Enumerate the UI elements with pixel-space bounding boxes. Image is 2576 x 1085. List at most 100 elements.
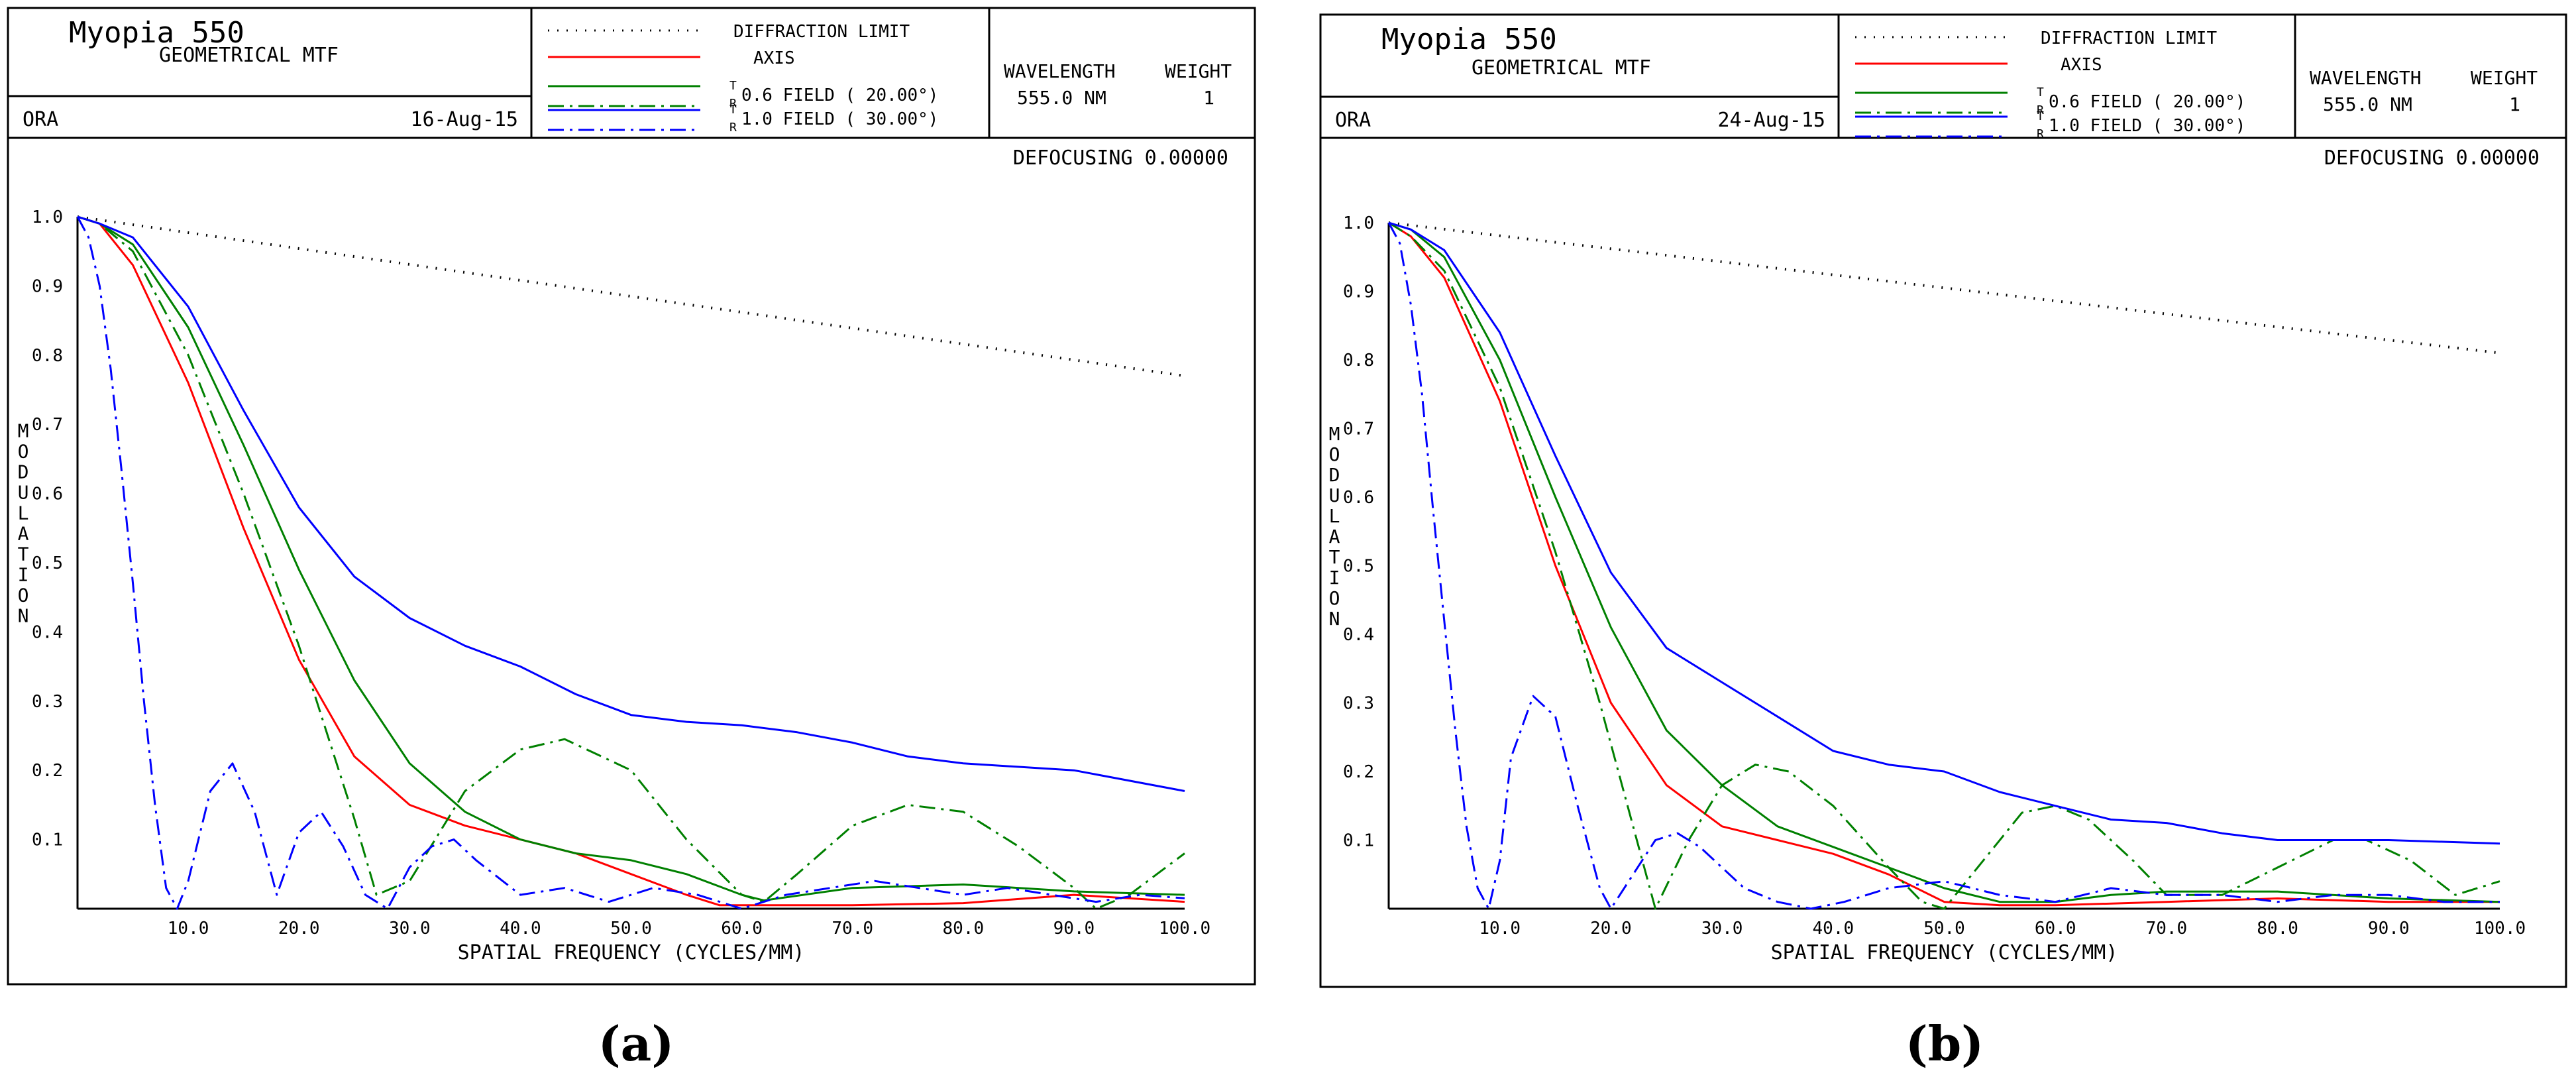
wavelength-value: 555.0 NM (2323, 93, 2412, 115)
x-tick-label: 90.0 (1053, 919, 1095, 939)
x-tick-label: 50.0 (610, 919, 652, 939)
title: Myopia 550 (69, 16, 244, 50)
x-axis-label: SPATIAL FREQUENCY (CYCLES/MM) (458, 941, 805, 964)
defocusing-label: DEFOCUSING 0.00000 (2324, 146, 2540, 170)
series-axis (77, 215, 1185, 907)
radial-marker: R (729, 97, 737, 111)
legend-field-06-label: 0.6 FIELD ( 20.00°) (2049, 92, 2245, 112)
panel-frame (1319, 13, 2567, 988)
x-tick-label: 20.0 (1590, 919, 1632, 939)
x-tick-label: 50.0 (1923, 919, 1965, 939)
y-axis-letter: M (18, 420, 29, 442)
x-tick-label: 90.0 (2368, 919, 2410, 939)
y-tick-label: 0.1 (1343, 831, 1374, 851)
tangential-marker: T (2037, 86, 2044, 99)
x-tick-label: 40.0 (1812, 919, 1854, 939)
weight-value: 1 (2509, 93, 2520, 115)
y-tick-label: 0.2 (32, 761, 63, 781)
x-tick-label: 70.0 (2146, 919, 2188, 939)
x-tick-label: 100.0 (2474, 919, 2526, 939)
organization-label: ORA (23, 108, 58, 131)
y-axis-letter: O (1329, 443, 1340, 465)
x-tick-label: 60.0 (721, 919, 763, 939)
y-tick-label: 0.5 (32, 553, 63, 573)
legend-axis-label: AXIS (753, 48, 795, 68)
y-axis-letter: A (18, 523, 29, 545)
x-tick-label: 30.0 (389, 919, 431, 939)
x-tick-label: 80.0 (2257, 919, 2298, 939)
weight-label: WEIGHT (2471, 67, 2538, 89)
series-1-0-field-t (77, 215, 1185, 792)
y-tick-label: 0.4 (1343, 625, 1374, 645)
series-diffraction-limit (1388, 221, 2500, 355)
y-axis-letter: O (1329, 587, 1340, 609)
date-label: 16-Aug-15 (410, 108, 518, 131)
x-tick-label: 100.0 (1159, 919, 1210, 939)
radial-marker: R (729, 121, 737, 135)
y-tick-label: 0.8 (32, 346, 63, 366)
y-tick-label: 0.4 (32, 622, 63, 642)
panel-frame (7, 7, 1256, 986)
y-tick-label: 1.0 (1343, 213, 1374, 233)
series-0-6-field-r (77, 215, 1185, 910)
y-axis-letter: D (18, 461, 29, 483)
y-tick-label: 0.6 (32, 485, 63, 504)
y-tick-label: 0.8 (1343, 351, 1374, 371)
y-axis-letter: L (1329, 505, 1340, 527)
wavelength-value: 555.0 NM (1017, 87, 1106, 109)
y-tick-label: 0.1 (32, 830, 63, 850)
tangential-marker: T (729, 79, 737, 93)
y-axis-letter: T (1329, 546, 1340, 568)
y-axis-letter: O (18, 441, 29, 463)
x-tick-label: 60.0 (2035, 919, 2076, 939)
y-axis-letter: I (1329, 567, 1340, 589)
tangential-marker: T (729, 103, 737, 117)
defocusing-label: DEFOCUSING 0.00000 (1013, 146, 1228, 170)
legend-diffraction-limit-label: DIFFRACTION LIMIT (2041, 29, 2217, 48)
subtitle: GEOMETRICAL MTF (159, 44, 339, 67)
title: Myopia 550 (1381, 23, 1557, 56)
y-axis-letter: L (18, 502, 29, 524)
date-label: 24-Aug-15 (1717, 109, 1825, 132)
y-tick-label: 0.2 (1343, 762, 1374, 782)
radial-marker: R (2037, 127, 2044, 141)
y-axis-letter: A (1329, 526, 1340, 547)
y-tick-label: 0.5 (1343, 557, 1374, 577)
legend-axis-label: AXIS (2061, 55, 2102, 75)
tangential-marker: T (2037, 109, 2044, 123)
x-tick-label: 10.0 (1479, 919, 1521, 939)
y-tick-label: 0.6 (1343, 488, 1374, 508)
legend-diffraction-limit-label: DIFFRACTION LIMIT (733, 22, 910, 42)
figure-caption: (a) (598, 1015, 674, 1072)
y-tick-label: 0.9 (1343, 282, 1374, 302)
figure-caption: (b) (1905, 1015, 1984, 1072)
x-tick-label: 80.0 (942, 919, 984, 939)
x-tick-label: 30.0 (1701, 919, 1743, 939)
y-axis-letter: U (1329, 485, 1340, 506)
series-1-0-field-r (76, 216, 1185, 910)
series-0-6-field-t (77, 215, 1185, 901)
legend-field-06-label: 0.6 FIELD ( 20.00°) (741, 86, 938, 105)
x-tick-label: 20.0 (278, 919, 320, 939)
y-axis-letter: N (18, 605, 29, 627)
series-0-6-field-r (1388, 221, 2500, 910)
y-tick-label: 1.0 (32, 207, 63, 227)
y-tick-label: 0.7 (32, 415, 63, 435)
weight-label: WEIGHT (1165, 60, 1232, 82)
radial-marker: R (2037, 103, 2044, 117)
series-axis (1388, 221, 2500, 907)
series-0-6-field-t (1388, 221, 2500, 903)
x-tick-label: 70.0 (832, 919, 873, 939)
y-axis-letter: M (1329, 423, 1340, 445)
y-axis-letter: N (1329, 608, 1340, 630)
y-tick-label: 0.3 (32, 692, 63, 712)
y-tick-label: 0.9 (32, 276, 63, 296)
x-tick-label: 40.0 (500, 919, 541, 939)
wavelength-label: WAVELENGTH (1004, 60, 1116, 82)
subtitle: GEOMETRICAL MTF (1472, 56, 1651, 80)
